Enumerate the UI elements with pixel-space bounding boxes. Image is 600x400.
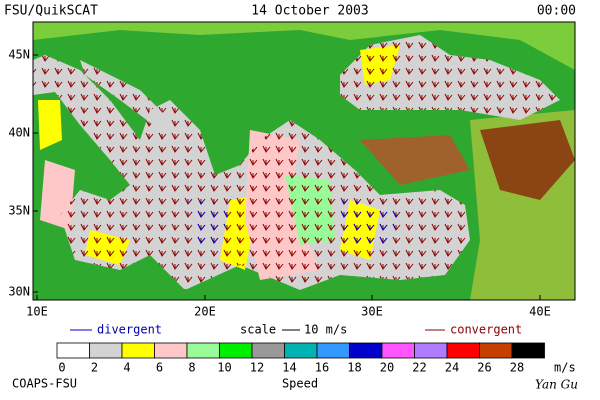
colorbar-box: [511, 342, 545, 359]
colorbar-tick-label: 28: [510, 361, 524, 375]
colorbar-box: [56, 342, 90, 359]
colorbar-box: [316, 342, 350, 359]
colorbar-box: [349, 342, 383, 359]
legend-scale: scale: [240, 323, 276, 337]
lat-label: 35N: [8, 204, 30, 218]
colorbar-box: [414, 342, 448, 359]
colorbar-box: [219, 342, 253, 359]
lon-label: 30E: [361, 305, 383, 319]
footer-left: COAPS-FSU: [12, 377, 77, 391]
colorbar-tick-label: 26: [477, 361, 491, 375]
land-high: [360, 135, 470, 185]
colorbar-unit: m/s: [554, 361, 576, 375]
colorbar-box: [284, 342, 318, 359]
colorbar-tick-label: 10: [217, 361, 231, 375]
colorbar-tick-label: 16: [315, 361, 329, 375]
map-frame: [32, 21, 576, 301]
colorbar: 0 2 4 6 8 10 12 14 16 18 20 22 24 26 28: [56, 342, 545, 375]
colorbar-box: [251, 342, 285, 359]
lat-label: 40N: [8, 126, 30, 140]
footer-right: Yan Gu: [535, 378, 578, 392]
colorbar-tick-label: 14: [282, 361, 296, 375]
colorbar-box: [446, 342, 480, 359]
legend-scale-value: 10 m/s: [304, 323, 347, 337]
lon-label: 10E: [26, 305, 48, 319]
colorbar-tick-label: 6: [156, 361, 163, 375]
header-left: FSU/QuikSCAT: [4, 4, 98, 19]
colorbar-box: [89, 342, 123, 359]
colorbar-tick-label: 8: [188, 361, 195, 375]
colorbar-tick-label: 2: [91, 361, 98, 375]
colorbar-tick-label: 24: [445, 361, 459, 375]
legend-divergent: divergent: [97, 323, 162, 337]
legend-convergent: convergent: [450, 323, 522, 337]
colorbar-tick-label: 0: [58, 361, 65, 375]
header-right: 00:00: [537, 4, 576, 19]
lon-label: 20E: [194, 305, 216, 319]
land-low: [33, 22, 575, 70]
colorbar-tick-label: 20: [380, 361, 394, 375]
lat-label: 45N: [8, 48, 30, 62]
colorbar-tick-label: 4: [123, 361, 130, 375]
colorbar-title: Speed: [282, 377, 318, 391]
colorbar-box: [154, 342, 188, 359]
colorbar-tick-label: 18: [347, 361, 361, 375]
colorbar-box: [479, 342, 513, 359]
lat-label: 30N: [8, 285, 30, 299]
map: [33, 22, 575, 300]
colorbar-tick-label: 22: [412, 361, 426, 375]
colorbar-box: [121, 342, 155, 359]
header-center: 14 October 2003: [251, 4, 368, 19]
wind-vectors-divergent: [190, 200, 400, 250]
axes: 45N 40N 35N 30N 10E 20E 30E 40E: [8, 48, 551, 319]
lon-label: 40E: [529, 305, 551, 319]
colorbar-box: [381, 342, 415, 359]
colorbar-tick-label: 12: [250, 361, 264, 375]
land-high: [480, 120, 575, 200]
colorbar-box: [186, 342, 220, 359]
wind-vectors: [33, 35, 560, 290]
